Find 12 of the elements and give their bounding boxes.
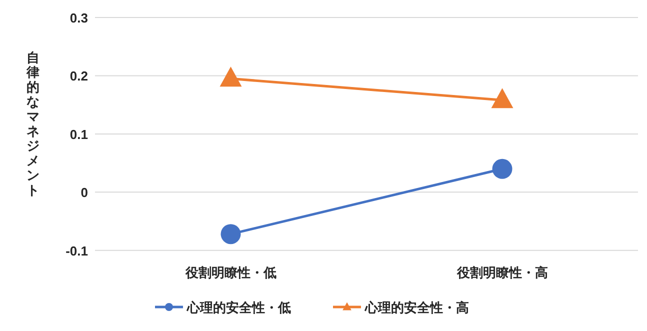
point (220, 224, 241, 244)
legend-label: 心理的安全性・高 (364, 300, 469, 315)
point (492, 158, 512, 179)
x-tick-label: 役割明瞭性・高 (456, 265, 548, 280)
x-tick-label: 役割明瞭性・低 (184, 265, 276, 280)
y-tick-label: 0.3 (70, 10, 88, 26)
y-tick-label: -0.1 (66, 243, 88, 258)
text: 自律的なマネジメント (26, 50, 40, 198)
y-tick-label: 0.1 (70, 126, 88, 142)
legend-label: 心理的安全性・低 (186, 300, 291, 315)
y-tick-label: 0 (80, 185, 88, 200)
y-tick-label: 0.2 (70, 68, 88, 84)
